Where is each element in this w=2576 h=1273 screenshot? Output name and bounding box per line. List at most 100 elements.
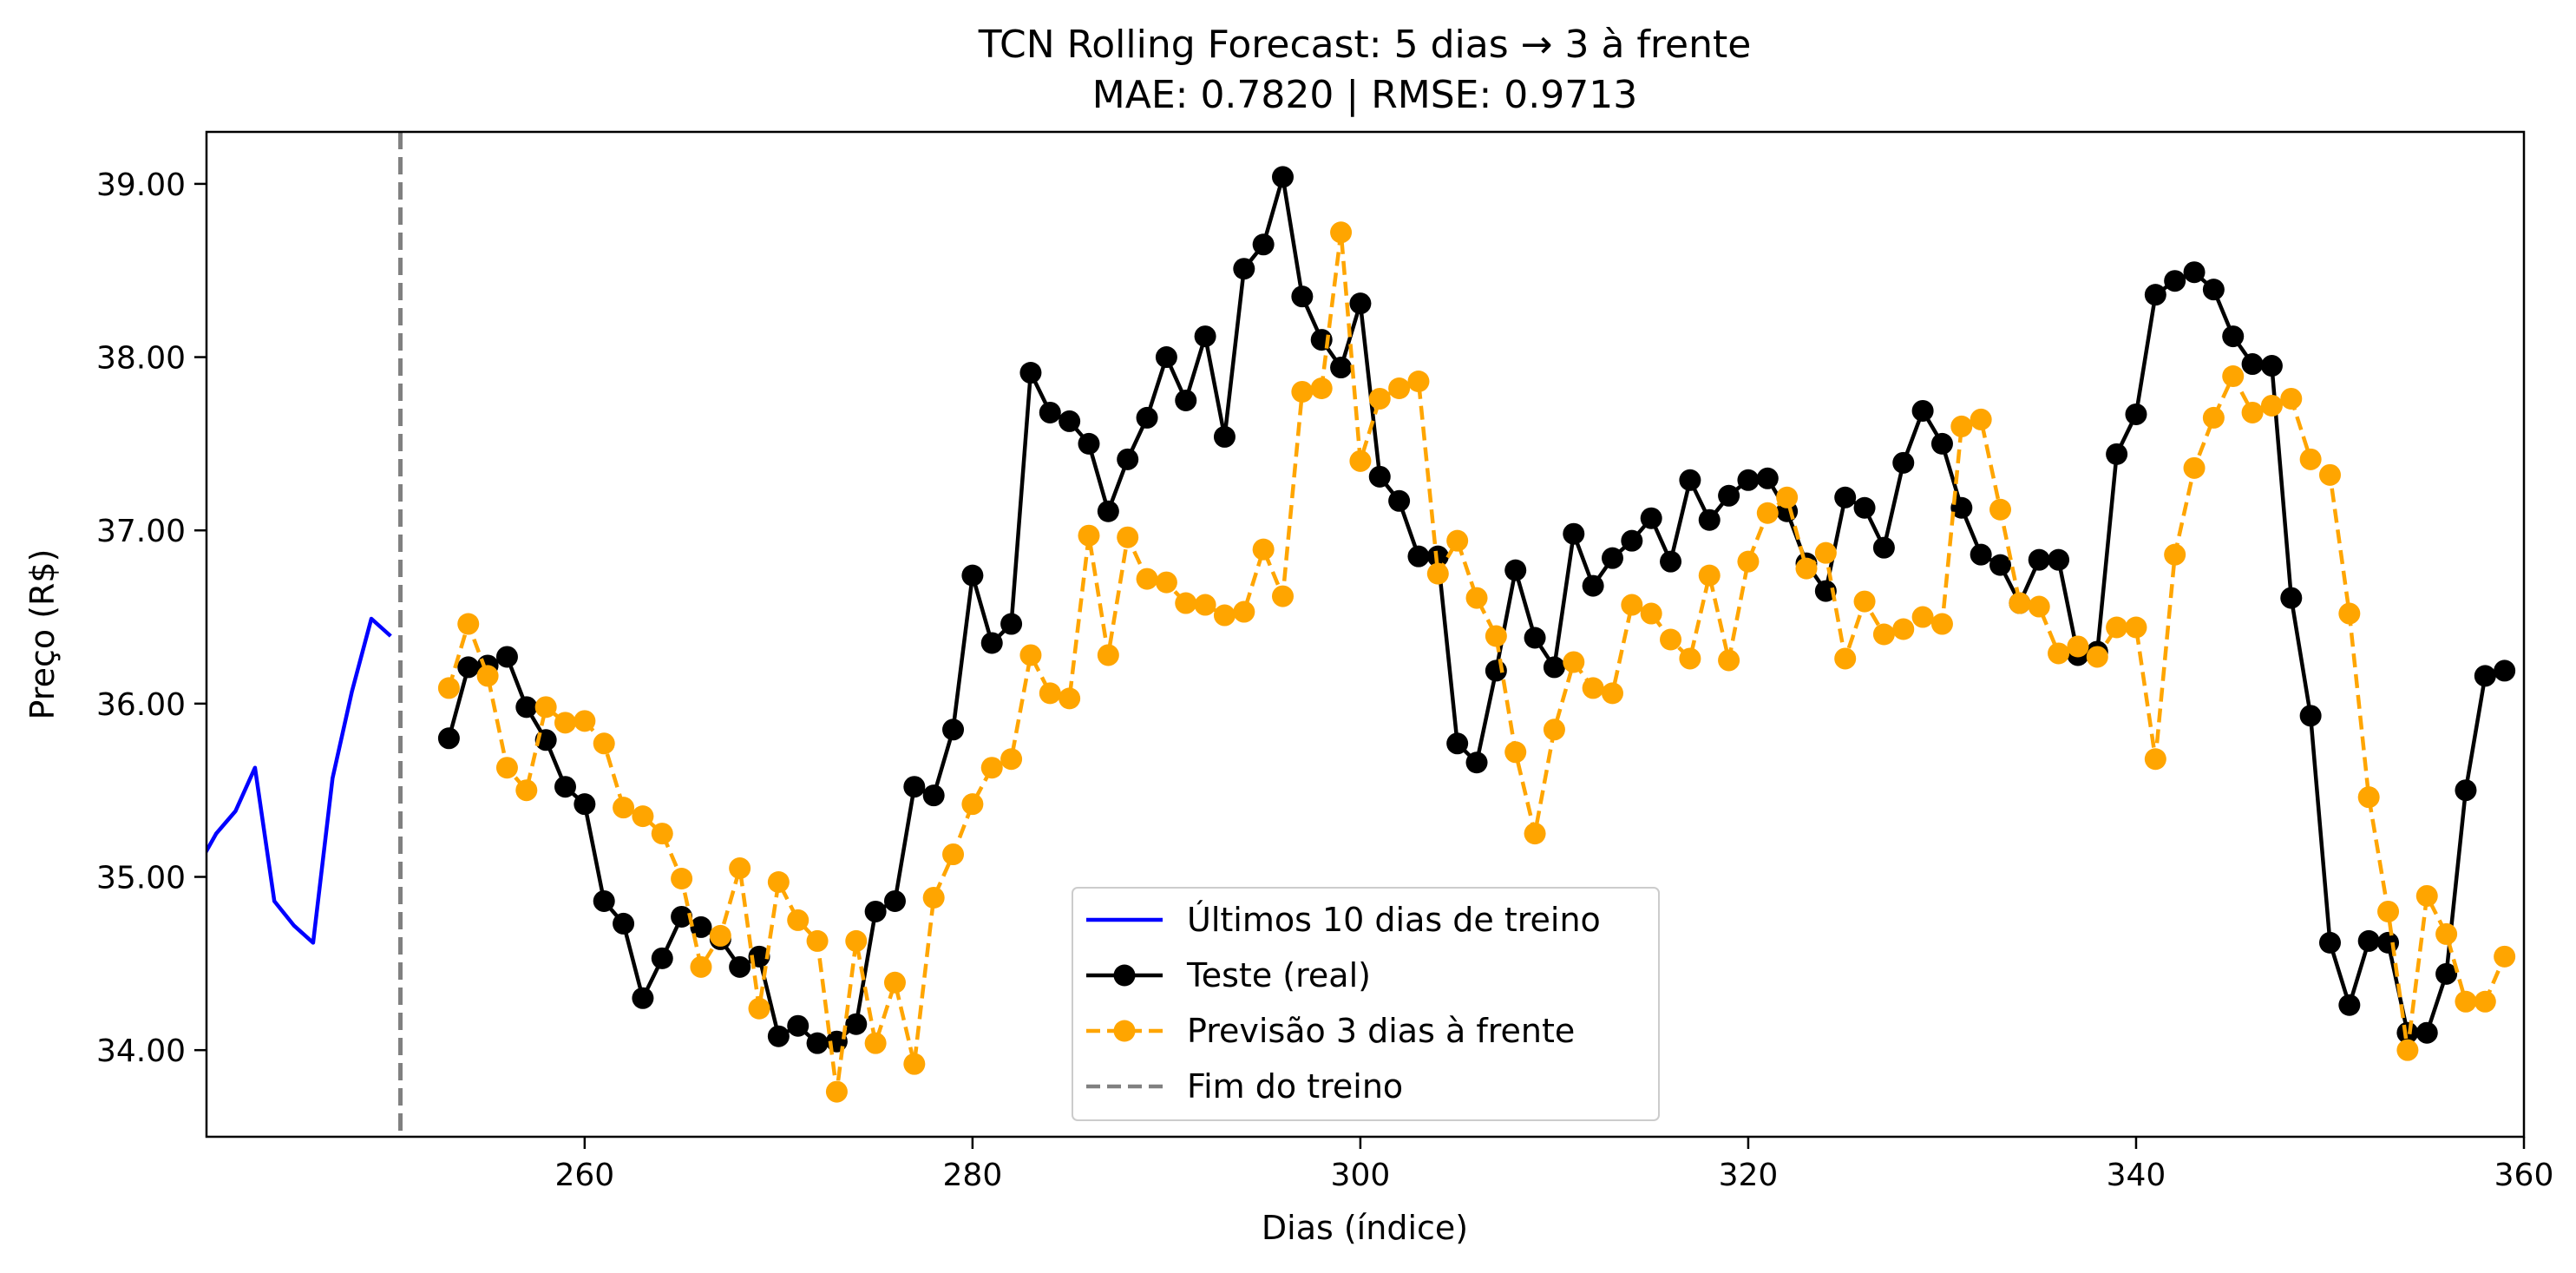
data-point: [1543, 719, 1565, 741]
chart-subtitle: MAE: 0.7820 | RMSE: 0.9713: [1092, 73, 1637, 117]
series-markers-2: [437, 221, 2516, 1103]
data-point: [593, 889, 615, 912]
data-point: [1834, 647, 1857, 670]
data-point: [574, 793, 596, 816]
data-point: [1078, 524, 1100, 547]
data-point: [1059, 410, 1081, 432]
data-point: [1272, 585, 1295, 607]
data-point: [1970, 543, 1992, 566]
data-point: [1660, 628, 1682, 651]
data-point: [2106, 616, 2128, 639]
data-point: [2455, 779, 2477, 802]
y-axis: 34.00 35.00 36.00 37.00 38.00 39.00: [96, 167, 206, 1069]
data-point: [1117, 448, 1139, 470]
data-point: [1504, 741, 1527, 764]
data-point: [1000, 613, 1023, 635]
data-point: [1756, 467, 1779, 489]
data-point: [515, 696, 538, 719]
y-tick-label: 35.00: [96, 861, 186, 896]
data-point: [1737, 550, 1760, 573]
x-axis-label: Dias (índice): [1262, 1209, 1468, 1247]
data-point: [1679, 647, 1701, 670]
data-point: [1872, 623, 1895, 646]
data-point: [1543, 656, 1565, 679]
data-point: [690, 955, 712, 978]
data-point: [2260, 394, 2283, 417]
data-point: [2435, 922, 2458, 945]
data-point: [2396, 1021, 2419, 1044]
legend-label: Últimos 10 dias de treino: [1187, 901, 1601, 939]
data-point: [437, 677, 460, 699]
x-tick-label: 260: [554, 1158, 614, 1193]
data-point: [2048, 548, 2070, 571]
data-point: [980, 632, 1003, 654]
data-point: [1446, 529, 1469, 552]
data-point: [613, 797, 635, 819]
data-point: [1737, 469, 1760, 491]
data-point: [2241, 401, 2264, 423]
data-point: [1485, 625, 1507, 647]
data-point: [2144, 748, 2166, 771]
data-point: [1853, 590, 1876, 613]
data-point: [593, 732, 615, 755]
legend-label: Fim do treino: [1187, 1067, 1403, 1106]
y-tick-label: 37.00: [96, 514, 186, 549]
data-point: [903, 776, 926, 798]
data-point: [1349, 449, 1372, 472]
data-point: [1892, 451, 1915, 474]
data-point: [883, 971, 906, 994]
y-tick-label: 36.00: [96, 687, 186, 723]
data-point: [457, 613, 480, 635]
data-point: [1465, 751, 1488, 774]
data-point: [1756, 502, 1779, 524]
data-point: [845, 1013, 868, 1035]
data-point: [922, 784, 945, 807]
data-point: [2377, 900, 2400, 922]
data-point: [1795, 557, 1818, 580]
data-point: [1640, 602, 1662, 625]
data-point: [2455, 990, 2477, 1013]
data-point: [1097, 644, 1119, 666]
data-point: [1621, 594, 1643, 616]
data-point: [1524, 627, 1546, 649]
data-point: [1194, 325, 1216, 348]
data-point: [961, 564, 984, 587]
data-point: [1950, 415, 1973, 437]
data-point: [495, 757, 518, 779]
data-point: [1911, 399, 1934, 422]
data-point: [1892, 618, 1915, 640]
x-tick-label: 280: [943, 1158, 1003, 1193]
data-point: [1582, 574, 1604, 597]
data-point: [2260, 355, 2283, 377]
data-point: [2396, 1039, 2419, 1061]
data-point: [825, 1080, 848, 1103]
legend-label: Teste (real): [1186, 956, 1371, 994]
data-point: [2028, 595, 2050, 618]
data-point: [1213, 604, 1236, 627]
data-point: [1621, 529, 1643, 552]
data-point: [1291, 380, 1314, 403]
data-point: [980, 757, 1003, 779]
data-point: [1698, 509, 1721, 531]
data-point: [476, 665, 499, 687]
data-point: [534, 696, 557, 719]
data-point: [1504, 559, 1527, 581]
data-point: [554, 712, 577, 734]
data-point: [1563, 651, 1585, 673]
data-point: [1388, 489, 1411, 512]
data-point: [2494, 945, 2516, 968]
data-point: [1330, 357, 1353, 379]
data-point: [2338, 602, 2361, 625]
data-point: [2048, 642, 2070, 665]
data-point: [1950, 496, 1973, 519]
data-point: [2435, 962, 2458, 985]
data-point: [651, 823, 673, 845]
data-point: [1407, 545, 1430, 568]
data-point: [632, 987, 654, 1009]
data-point: [1989, 554, 2012, 576]
data-point: [671, 905, 693, 928]
data-point: [1019, 644, 1042, 666]
data-point: [1059, 687, 1081, 710]
data-point: [2183, 261, 2206, 284]
